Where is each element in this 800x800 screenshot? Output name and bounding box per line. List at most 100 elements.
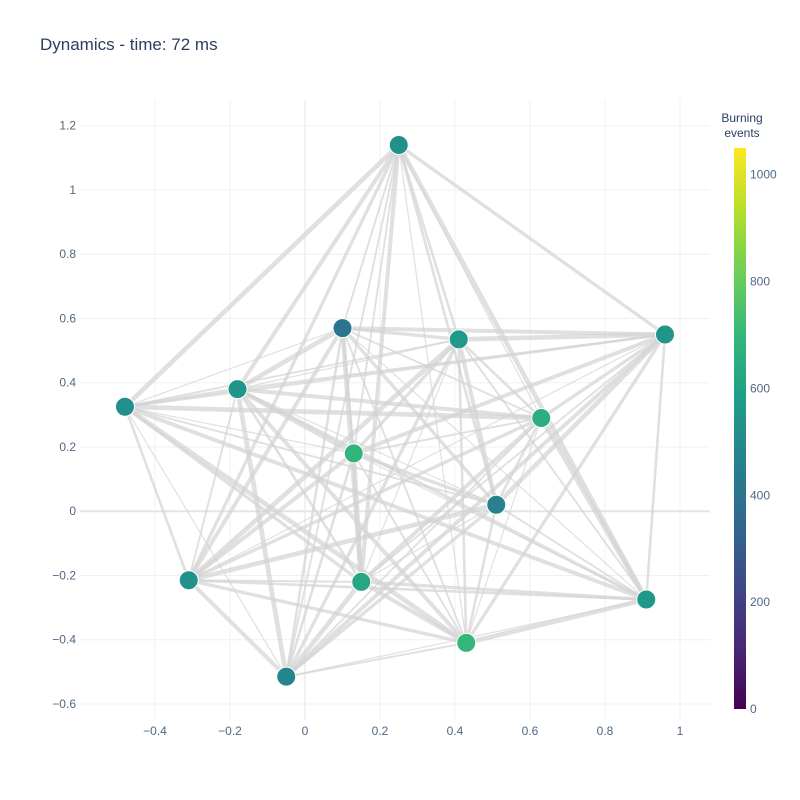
edge — [237, 387, 542, 421]
node-point[interactable] — [456, 632, 477, 653]
y-tick-label: 1 — [69, 183, 76, 197]
node-point[interactable] — [115, 396, 135, 417]
edge — [285, 452, 355, 678]
edge — [342, 327, 647, 600]
y-tick-label: −0.2 — [52, 568, 76, 582]
edge — [187, 451, 355, 582]
node-point[interactable] — [178, 570, 199, 591]
edge — [360, 580, 468, 645]
node-point[interactable] — [636, 589, 657, 610]
edge — [465, 417, 542, 644]
edge — [285, 417, 542, 678]
x-tick-label: 0.6 — [522, 724, 539, 738]
edge — [235, 388, 289, 678]
edge — [495, 503, 647, 601]
y-tick-label: −0.6 — [52, 697, 76, 711]
x-tick-label: −0.4 — [143, 724, 167, 738]
edge — [123, 143, 401, 409]
edge — [188, 578, 467, 645]
edge — [397, 143, 666, 336]
colorbar-tick-label: 200 — [750, 595, 770, 609]
edge — [457, 338, 648, 601]
y-tick-label: 0.6 — [59, 311, 76, 325]
edge — [644, 334, 667, 600]
colorbar-tick-label: 600 — [750, 381, 770, 395]
edge — [187, 578, 288, 679]
edge — [539, 416, 649, 601]
edge — [235, 143, 401, 391]
colorbar-tick-label: 0 — [750, 702, 757, 716]
node-point[interactable] — [531, 408, 552, 429]
edge — [187, 388, 239, 581]
chart-title: Dynamics - time: 72 ms — [40, 35, 218, 54]
edge — [341, 144, 400, 329]
colorbar-gradient — [734, 148, 746, 709]
node-point[interactable] — [388, 134, 409, 155]
y-tick-label: 0.2 — [59, 440, 76, 454]
edge — [360, 504, 497, 583]
edge — [458, 332, 666, 342]
edge — [236, 326, 344, 392]
edge — [464, 504, 498, 644]
edge — [236, 388, 363, 583]
edge — [353, 332, 666, 456]
y-tick-label: 0.8 — [59, 247, 76, 261]
edge — [124, 333, 666, 409]
colorbar-title: Burning — [721, 111, 762, 125]
edge — [360, 333, 666, 583]
edge — [352, 338, 460, 455]
y-axis: −0.6 −0.4 −0.2 0 0.2 0.4 0.6 0.8 1 1.2 — [52, 119, 76, 711]
edge — [123, 404, 468, 645]
edge — [361, 580, 647, 602]
node-point[interactable] — [486, 494, 507, 515]
edge — [495, 417, 543, 506]
node-point[interactable] — [655, 324, 675, 345]
node-point[interactable] — [351, 571, 372, 592]
edge — [285, 503, 498, 678]
edge — [351, 453, 364, 583]
x-tick-label: 0.8 — [597, 724, 614, 738]
edge — [124, 327, 343, 408]
edge — [188, 333, 666, 581]
edge — [284, 333, 667, 679]
edge — [352, 452, 468, 644]
edge — [286, 641, 467, 678]
colorbar-title: events — [724, 126, 759, 140]
x-axis: −0.4 −0.2 0 0.2 0.4 0.6 0.8 1 — [143, 724, 684, 738]
node-layer — [115, 134, 675, 687]
edge — [187, 144, 401, 581]
x-tick-label: 0.2 — [372, 724, 389, 738]
x-tick-label: 0.4 — [447, 724, 464, 738]
node-point[interactable] — [448, 329, 469, 350]
node-point[interactable] — [227, 379, 248, 400]
edge — [353, 451, 497, 507]
edge — [465, 597, 647, 646]
edge — [494, 332, 667, 507]
edge — [284, 580, 364, 679]
colorbar-tick-label: 400 — [750, 488, 770, 502]
colorbar-tick-label: 800 — [750, 275, 770, 289]
node-point[interactable] — [343, 443, 364, 464]
edge-layer — [123, 143, 667, 679]
y-tick-label: 0 — [69, 504, 76, 518]
x-tick-label: −0.2 — [218, 724, 242, 738]
edge — [124, 387, 238, 409]
y-tick-label: −0.4 — [52, 633, 76, 647]
edge — [284, 338, 461, 678]
edge — [540, 333, 666, 420]
x-tick-label: 1 — [677, 724, 684, 738]
edge — [124, 405, 497, 506]
edge — [353, 452, 647, 601]
node-point[interactable] — [332, 318, 353, 339]
x-tick-label: 0 — [302, 724, 309, 738]
edge — [360, 339, 460, 583]
colorbar-tick-label: 1000 — [750, 168, 777, 182]
edge — [124, 338, 459, 408]
edge — [188, 502, 497, 583]
edge — [188, 416, 542, 582]
node-point[interactable] — [276, 666, 297, 687]
edge — [236, 387, 648, 602]
edge — [123, 406, 190, 581]
